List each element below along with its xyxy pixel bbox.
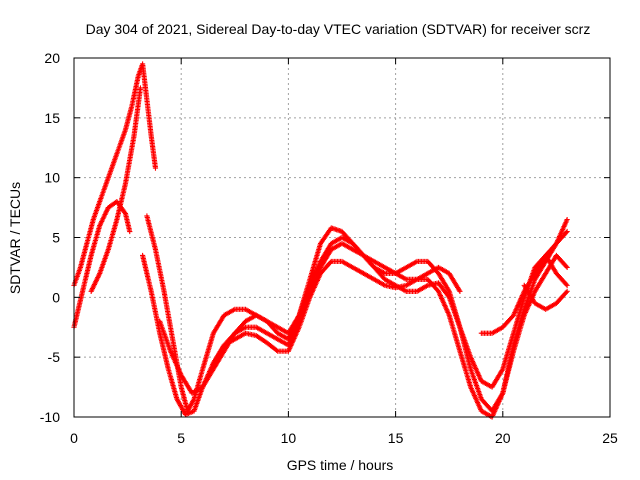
data-point [137, 85, 144, 91]
y-tick-label: -10 [40, 409, 60, 425]
series-arc-7 [210, 240, 463, 366]
y-tick-label: 10 [44, 170, 60, 186]
series-arc-1 [71, 61, 159, 288]
x-axis-label: GPS time / hours [287, 457, 394, 473]
data-point [457, 288, 463, 294]
x-tick-label: 10 [281, 430, 297, 446]
x-tick-label: 25 [602, 430, 618, 446]
y-tick-label: 15 [44, 110, 60, 126]
series-arc-8 [478, 228, 570, 336]
data-points [71, 61, 570, 420]
y-tick-label: 20 [44, 50, 60, 66]
tick-labels: 0 5 10 15 20 25 -10 -5 0 5 10 15 20 [40, 50, 618, 446]
data-point [564, 264, 570, 271]
x-tick-label: 20 [495, 430, 511, 446]
data-point [563, 230, 569, 236]
data-point [564, 228, 570, 235]
data-point [564, 288, 570, 294]
series-arc-9 [521, 282, 570, 312]
y-tick-label: 5 [52, 230, 60, 246]
data-point [327, 259, 333, 266]
data-point [564, 282, 570, 288]
series-arc-5 [140, 252, 570, 420]
data-point [152, 165, 159, 171]
series-arc-3 [88, 85, 144, 294]
y-axis-label: SDTVAR / TECUs [7, 182, 23, 294]
data-point [564, 216, 570, 223]
data-point [563, 289, 569, 296]
chart-title: Day 304 of 2021, Sidereal Day-to-day VTE… [86, 21, 591, 37]
x-tick-label: 0 [70, 430, 78, 446]
x-tick-label: 15 [388, 430, 404, 446]
x-tick-label: 5 [177, 430, 185, 446]
axis-ticks [73, 57, 611, 418]
data-point [563, 281, 569, 287]
data-point [563, 263, 569, 269]
y-tick-label: -5 [48, 349, 61, 365]
y-tick-label: 0 [52, 289, 60, 305]
data-point [127, 228, 133, 235]
